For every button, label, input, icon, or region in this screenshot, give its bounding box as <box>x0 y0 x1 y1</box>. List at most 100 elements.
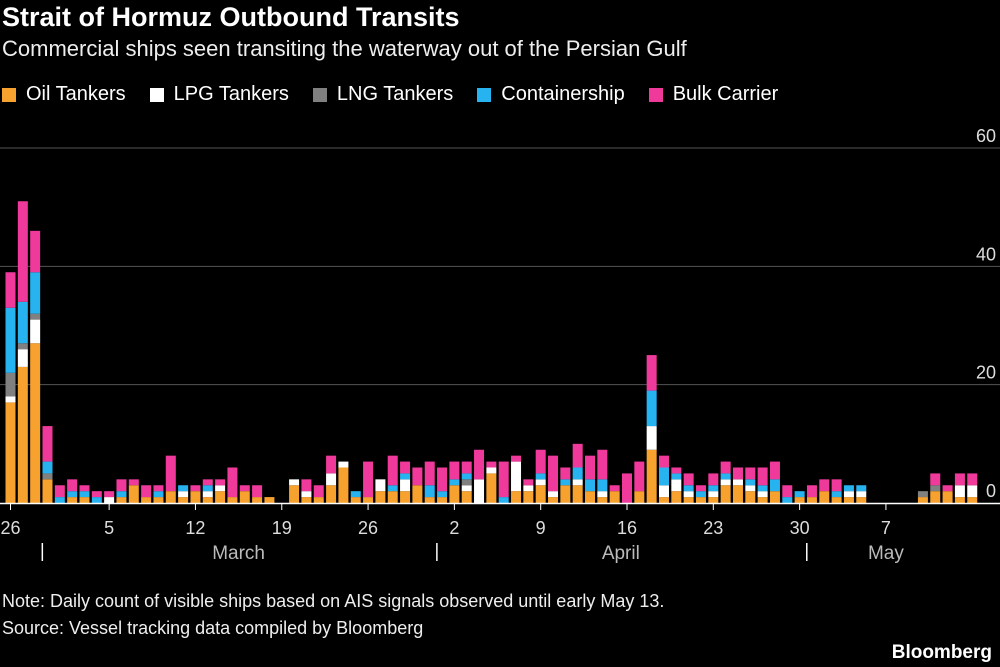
bar-segment-oil <box>757 497 768 503</box>
bar-segment-bulk <box>387 455 398 486</box>
x-tick-label: 30 <box>790 518 810 538</box>
bar-segment-container <box>54 497 65 503</box>
legend: Oil Tankers LPG Tankers LNG Tankers Cont… <box>2 83 802 106</box>
bar-segment-bulk <box>128 479 139 486</box>
bar-segment-oil <box>819 491 830 503</box>
bar-segment-bulk <box>708 473 719 486</box>
bar-segment-oil <box>511 491 522 503</box>
bar-segment-bulk <box>634 461 645 492</box>
bar-segment-lpg <box>202 491 213 498</box>
bar-segment-bulk <box>30 230 41 273</box>
bar-segment-bulk <box>967 473 978 486</box>
bar-segment-container <box>17 301 28 344</box>
x-tick-label: 7 <box>881 518 891 538</box>
bar-segment-oil <box>745 491 756 503</box>
bar-segment-container <box>856 485 867 492</box>
bar-segment-bulk <box>609 485 620 492</box>
bar-segment-lpg <box>301 491 312 498</box>
bar-segment-oil <box>535 485 546 503</box>
bar-segment-container <box>757 485 768 492</box>
bar-segment-lpg <box>671 479 682 492</box>
bar-segment-oil <box>400 491 411 503</box>
month-label: March <box>212 543 265 564</box>
bar-segment-container <box>658 467 669 486</box>
legend-swatch-oil <box>2 87 16 102</box>
bar-segment-container <box>42 461 53 474</box>
bar-segment-container <box>831 491 842 498</box>
bar-segment-container <box>745 479 756 486</box>
bar-segment-oil <box>141 497 152 503</box>
bar-segment-oil <box>523 491 534 503</box>
bar-segment-container <box>769 479 780 492</box>
bar-segment-lpg <box>745 485 756 492</box>
bar-segment-bulk <box>412 467 423 486</box>
bar-segment-lpg <box>30 319 41 344</box>
bar-segment-oil <box>190 491 201 503</box>
bar-segment-oil <box>585 491 596 503</box>
bar-segment-oil <box>658 497 669 503</box>
bar-segment-oil <box>634 491 645 503</box>
bar-segment-lpg <box>658 485 669 498</box>
bar-segment-oil <box>301 497 312 503</box>
legend-swatch-lng <box>312 87 327 102</box>
bar-segment-oil <box>326 485 337 503</box>
bar-segment-oil <box>215 491 226 503</box>
bar-segment-lpg <box>400 479 411 492</box>
x-tick-label: 9 <box>536 518 546 538</box>
bar-segment-oil <box>5 402 16 503</box>
bar-segment-oil <box>794 497 805 503</box>
bar-segment-lpg <box>683 491 694 498</box>
bar-segment-oil <box>412 485 423 503</box>
bar-segment-lpg <box>535 479 546 486</box>
bar-segment-oil <box>239 491 250 503</box>
bar-segment-container <box>116 491 127 498</box>
bar-segment-lpg <box>757 491 768 498</box>
bar-segment-lpg <box>856 491 867 498</box>
bar-segment-container <box>202 485 213 492</box>
legend-swatch-lpg <box>149 87 164 102</box>
bar-segment-container <box>387 485 398 492</box>
chart-note: Note: Daily count of visible ships based… <box>2 591 665 611</box>
bar-segment-lpg <box>954 485 965 498</box>
bar-segment-bulk <box>671 467 682 474</box>
bar-segment-oil <box>363 497 374 503</box>
bar-segment-bulk <box>523 479 534 486</box>
bar-segment-lng <box>5 372 16 397</box>
bar-segment-bulk <box>819 479 830 492</box>
bloomberg-logo: Bloomberg <box>891 642 992 663</box>
bar-segment-container <box>585 479 596 492</box>
chart-subtitle: Commercial ships seen transiting the wat… <box>2 36 687 61</box>
bar-segment-container <box>67 491 78 498</box>
bar-segment-container <box>424 485 435 498</box>
bar-segment-oil <box>560 485 571 503</box>
bar-segment-lpg <box>104 497 115 503</box>
bar-segment-lpg <box>548 491 559 498</box>
x-tick-label: 19 <box>272 518 292 538</box>
bar-segment-bulk <box>954 473 965 486</box>
legend-item-lng: LNG Tankers <box>312 83 453 106</box>
bar-segment-bulk <box>622 473 632 503</box>
bar-segment-bulk <box>5 272 16 308</box>
x-tick-label: 23 <box>703 518 723 538</box>
bar-segment-bulk <box>769 461 780 480</box>
y-tick-label: 40 <box>976 244 996 264</box>
x-tick-label: 12 <box>185 518 205 538</box>
bar-segment-lpg <box>523 485 534 492</box>
bar-segment-lng <box>42 473 53 480</box>
bar-segment-bulk <box>215 479 226 486</box>
bar-segment-bulk <box>695 485 706 492</box>
x-tick-label: 26 <box>0 518 20 538</box>
bar-segment-bulk <box>831 479 842 492</box>
bar-segment-bulk <box>498 461 509 498</box>
bar-segment-bulk <box>400 461 411 474</box>
bar-segment-bulk <box>301 479 312 492</box>
legend-item-container: Containership <box>477 83 625 106</box>
bar-segment-bulk <box>91 491 102 498</box>
bar-segment-container <box>671 473 682 480</box>
bar-segment-bulk <box>202 479 213 486</box>
bar-segment-oil <box>856 497 867 503</box>
bar-segment-container <box>91 497 102 503</box>
bar-segment-oil <box>227 497 238 503</box>
bar-segment-bulk <box>732 467 743 480</box>
bar-segment-lpg <box>338 461 349 468</box>
